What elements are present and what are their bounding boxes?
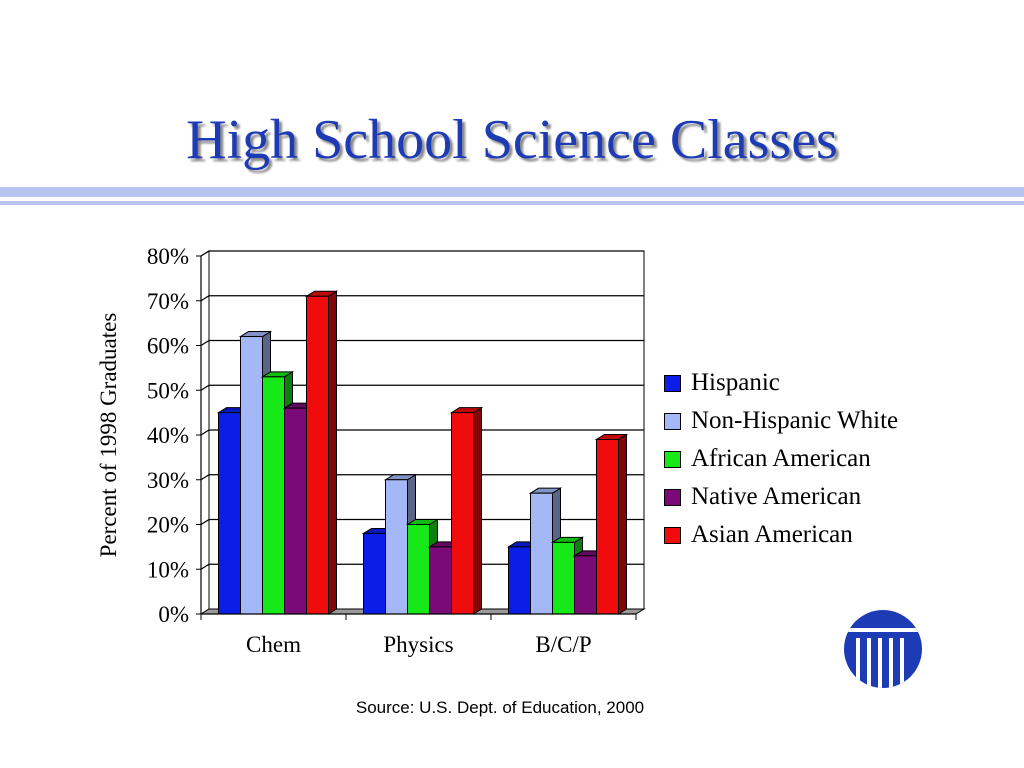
gridline — [200, 250, 644, 257]
bar-front — [262, 376, 285, 615]
y-axis-label: Percent of 1998 Graduates — [96, 313, 121, 558]
gridline — [200, 518, 644, 526]
y-tick-label: 70% — [147, 289, 189, 314]
university-logo-icon — [844, 610, 922, 688]
legend-label: Hispanic — [691, 369, 780, 396]
bar — [449, 406, 484, 615]
chart-bars — [216, 290, 629, 615]
legend-swatch — [664, 374, 681, 392]
bar-front — [240, 336, 263, 615]
legend-swatch — [664, 526, 681, 544]
y-tick-label: 30% — [147, 468, 189, 493]
slide-title: High School Science Classes — [186, 109, 838, 171]
gridline — [200, 563, 644, 570]
legend-swatch — [664, 450, 681, 468]
bar-side — [618, 433, 627, 615]
bar-front — [574, 555, 597, 615]
chart-legend: Hispanic Non-Hispanic White African Americ… — [664, 364, 898, 554]
legend-item: African American — [664, 440, 898, 478]
y-tick-label: 20% — [147, 513, 189, 538]
bar — [304, 290, 339, 615]
title-rule-thin — [0, 201, 1024, 205]
gridline — [200, 384, 644, 391]
title-rule-thick — [0, 187, 1024, 197]
bar-front — [385, 479, 408, 615]
legend-label: Asian American — [691, 521, 853, 548]
bar-front — [363, 532, 386, 615]
chart-axes: 0% 10% 20% 30% 40% 50% 60% 70% 80% Percent of 199… — [96, 244, 637, 657]
x-tick-label: Chem — [246, 632, 301, 657]
y-tick-label: 0% — [158, 602, 189, 627]
bar-front — [451, 412, 474, 615]
bar-front — [284, 407, 307, 615]
source-note: Source: U.S. Dept. of Education, 2000 — [355, 698, 645, 717]
x-tick-label: B/C/P — [535, 632, 591, 657]
gridline — [200, 295, 644, 302]
bar-front — [429, 546, 452, 615]
legend-label: Non-Hispanic White — [691, 407, 899, 434]
gridline — [200, 339, 644, 347]
bar-front — [552, 541, 575, 615]
bar-front — [508, 546, 531, 615]
legend-item: Native American — [664, 478, 898, 516]
bar-side — [473, 406, 482, 615]
bar-front — [306, 295, 329, 615]
bar — [594, 433, 629, 615]
bar-front — [596, 438, 619, 615]
bar-side — [328, 290, 337, 615]
legend-label: Native American — [691, 483, 862, 510]
bar-front — [530, 492, 553, 615]
legend-item: Non-Hispanic White — [664, 402, 898, 440]
gridline — [200, 474, 644, 481]
gridline — [200, 429, 644, 436]
y-tick-label: 10% — [147, 557, 189, 582]
bar-front — [218, 412, 241, 615]
y-tick-label: 40% — [147, 423, 189, 448]
y-tick-label: 50% — [147, 378, 189, 403]
y-tick-label: 60% — [147, 334, 189, 359]
legend-label: African American — [691, 445, 871, 472]
x-tick-label: Physics — [383, 632, 453, 657]
bar-front — [407, 524, 430, 615]
legend-swatch — [664, 412, 681, 430]
legend-item: Hispanic — [664, 364, 898, 402]
legend-swatch — [664, 488, 681, 506]
y-tick-label: 80% — [147, 244, 189, 269]
legend-item: Asian American — [664, 516, 898, 554]
